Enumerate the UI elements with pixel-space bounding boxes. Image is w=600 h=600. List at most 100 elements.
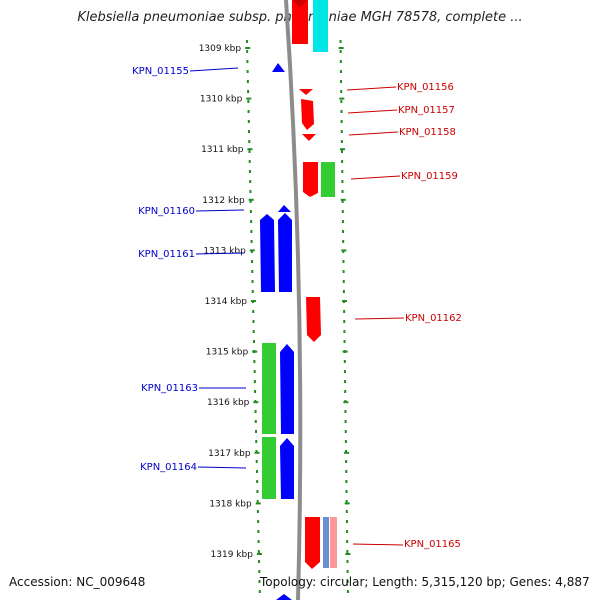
scale-tick-mark: [345, 553, 351, 555]
gene-kpn-01164-green[interactable]: [262, 437, 276, 499]
gene-kpn-01161-a[interactable]: [260, 214, 275, 292]
gene-kpn-01163-green[interactable]: [262, 343, 276, 434]
ring-dot: [341, 160, 344, 163]
scale-tick-label: 1312 kbp: [202, 196, 245, 206]
genome-backbone: [284, 0, 303, 600]
leader-line: [352, 543, 404, 546]
gene-kpn-01164-blue[interactable]: [280, 438, 294, 499]
label-kpn-01160[interactable]: KPN_01160: [138, 206, 195, 217]
ring-dot: [346, 590, 349, 593]
scale-tick-label: 1310 kbp: [200, 95, 243, 105]
scale-tick-mark: [342, 350, 348, 353]
ring-dot: [258, 560, 261, 563]
ring-dot: [256, 510, 259, 513]
ring-dot: [341, 150, 343, 153]
ring-dot: [254, 410, 257, 413]
ring-dot: [256, 500, 259, 503]
scale-tick-mark: [344, 502, 350, 505]
ring-dot: [341, 200, 344, 203]
gene-kpn-01157[interactable]: [301, 99, 314, 130]
ring-dot: [255, 470, 258, 473]
scale-tick-label: 1317 kbp: [208, 449, 251, 459]
gene-kpn-01163-blue[interactable]: [280, 344, 294, 434]
ring-dot: [340, 140, 343, 143]
ring-dot: [345, 490, 348, 493]
label-kpn-01165[interactable]: KPN_01165: [404, 539, 461, 550]
ring-dot: [252, 340, 255, 343]
gene-kpn-01165-steel[interactable]: [323, 517, 329, 568]
gene-kpn-01160[interactable]: [278, 205, 291, 212]
ring-dot: [245, 40, 248, 43]
ring-dot: [249, 180, 252, 183]
label-kpn-01157[interactable]: KPN_01157: [398, 105, 455, 116]
ring-dot: [249, 210, 252, 213]
ring-dot: [255, 450, 258, 453]
ring-dot: [341, 220, 344, 223]
gene-kpn-01165-red[interactable]: [305, 517, 320, 569]
ring-dot: [345, 460, 348, 463]
scale-tick-mark: [248, 198, 254, 201]
ring-dot: [343, 340, 346, 343]
ring-dot: [344, 380, 347, 383]
ring-dot: [255, 440, 258, 443]
ring-dot: [344, 390, 347, 393]
ring-dot: [256, 480, 259, 483]
leader-line: [189, 67, 239, 72]
gene-kpn-01161-b[interactable]: [278, 213, 292, 292]
scale-tick-label: 1316 kbp: [207, 398, 250, 408]
label-kpn-01161[interactable]: KPN_01161: [138, 249, 195, 260]
scale-tick-mark: [339, 97, 345, 100]
gene-kpn-01165-pink[interactable]: [330, 517, 337, 568]
gene-kpn-01156[interactable]: [299, 89, 313, 95]
ring-dot: [247, 120, 250, 123]
ring-dot: [340, 110, 343, 113]
leader-line: [348, 131, 399, 136]
ring-dot: [252, 330, 255, 333]
ring-dot: [251, 260, 254, 263]
scale-tick-mark: [252, 350, 258, 353]
gene-top-red[interactable]: [292, 0, 308, 44]
scale-tick-mark: [341, 249, 347, 252]
gene-kpn-01162[interactable]: [306, 297, 321, 342]
accession-text: Accession: NC_009648: [9, 575, 146, 589]
scale-tick-mark: [251, 300, 257, 302]
gene-kpn-01158[interactable]: [302, 134, 316, 141]
ring-dot: [343, 370, 346, 373]
ring-dot: [345, 450, 347, 453]
ring-dot: [249, 200, 252, 203]
ring-dot: [253, 380, 256, 383]
gene-kpn-01159-green[interactable]: [321, 162, 335, 197]
ring-dot: [251, 270, 254, 273]
ring-dot: [343, 310, 346, 313]
gene-bottom-blue[interactable]: [276, 594, 292, 600]
ring-dot: [341, 170, 344, 173]
ring-dot: [346, 570, 349, 573]
label-kpn-01159[interactable]: KPN_01159: [401, 171, 458, 182]
label-kpn-01155[interactable]: KPN_01155: [132, 66, 189, 77]
label-kpn-01164[interactable]: KPN_01164: [140, 462, 197, 473]
scale-tick-label: 1315 kbp: [206, 348, 249, 358]
ring-dot: [257, 540, 260, 543]
label-kpn-01162[interactable]: KPN_01162: [405, 313, 462, 324]
scale-tick-label: 1313 kbp: [203, 246, 246, 256]
ring-dot: [339, 60, 342, 63]
ring-dot: [250, 240, 253, 243]
scale-tick-mark: [339, 148, 345, 151]
ring-dot: [341, 210, 344, 213]
gene-top-cyan[interactable]: [313, 0, 328, 52]
scale-tick-mark: [245, 47, 251, 49]
ring-dot: [251, 290, 254, 293]
ring-dot: [248, 170, 251, 173]
gene-kpn-01155[interactable]: [272, 63, 285, 72]
gene-kpn-01159-red[interactable]: [303, 162, 318, 197]
ring-dot: [341, 180, 344, 183]
label-kpn-01156[interactable]: KPN_01156: [397, 82, 454, 93]
ring-dot: [255, 430, 258, 433]
ring-dot: [258, 580, 261, 583]
ring-dot: [339, 70, 342, 73]
right-gene-labels: KPN_01156 KPN_01157 KPN_01158 KPN_01159 …: [346, 82, 462, 550]
label-kpn-01158[interactable]: KPN_01158: [399, 127, 456, 138]
leader-line: [195, 209, 245, 212]
label-kpn-01163[interactable]: KPN_01163: [141, 383, 198, 394]
ring-dot: [345, 520, 348, 523]
